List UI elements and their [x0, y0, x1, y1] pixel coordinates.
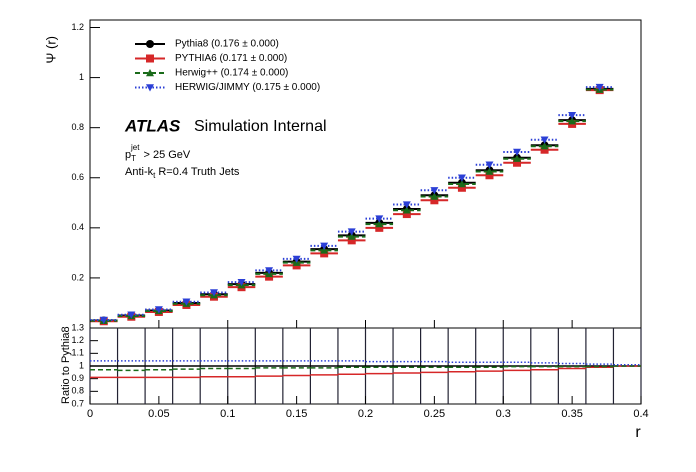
marker	[320, 246, 329, 254]
y-tick-label: 1	[79, 360, 84, 370]
x-tick-label: 0.35	[561, 408, 582, 420]
marker	[595, 83, 604, 92]
marker	[568, 111, 577, 120]
marker	[485, 171, 494, 180]
marker	[99, 316, 108, 324]
legend-marker	[146, 69, 154, 77]
y-tick-label: 0.8	[71, 122, 84, 132]
marker	[513, 158, 522, 167]
x-tick-label: 0	[87, 408, 93, 420]
marker	[430, 196, 439, 205]
marker	[402, 206, 411, 214]
marker	[540, 142, 549, 150]
algo-rest: R=0.4 Truth Jets	[158, 166, 240, 178]
marker	[540, 145, 549, 154]
marker	[347, 232, 356, 240]
y-tick-label: 0.6	[71, 172, 84, 182]
marker	[154, 306, 163, 314]
algo-sub: t	[153, 171, 156, 180]
legend-label: Pythia8 (0.176 ± 0.000)	[175, 39, 279, 50]
marker	[375, 215, 384, 223]
x-tick-label: 0.4	[633, 408, 648, 420]
legend-marker	[146, 40, 154, 48]
legend-label: HERWIG/JIMMY (0.175 ± 0.000)	[175, 82, 320, 93]
marker	[347, 236, 356, 245]
marker	[430, 192, 439, 200]
y-tick-label: 0.2	[71, 272, 84, 282]
marker	[182, 298, 191, 306]
marker	[457, 174, 466, 182]
status-label: Simulation Internal	[194, 118, 327, 135]
marker	[457, 180, 466, 188]
marker	[209, 289, 218, 297]
marker	[485, 167, 494, 175]
x-tick-label: 0.25	[424, 408, 445, 420]
marker	[402, 201, 411, 209]
marker	[568, 117, 577, 125]
y-tick-label: 1.2	[71, 22, 84, 32]
legend-marker	[146, 84, 154, 92]
ratio-axis-label: Ratio to Pythia8	[60, 326, 72, 404]
marker	[375, 223, 384, 232]
pt-rest: > 25 GeV	[143, 149, 190, 161]
algo-label: Anti-kt R=0.4 Truth Jets	[125, 166, 240, 180]
marker	[540, 136, 549, 144]
marker	[513, 148, 522, 156]
pt-cut: pTjet> 25 GeV	[125, 143, 191, 163]
y-tick-label: 0.7	[71, 398, 84, 408]
legend-label: Herwig++ (0.174 ± 0.000)	[175, 68, 288, 79]
x-axis-label: r	[635, 424, 641, 441]
y-tick-label: 0.4	[71, 222, 84, 232]
x-tick-label: 0.2	[358, 408, 373, 420]
marker	[485, 161, 494, 169]
y-axis-label: Ψ (r)	[43, 36, 58, 63]
y-tick-label: 1.3	[71, 322, 84, 332]
y-tick-label: 1.2	[71, 335, 84, 345]
pt-sup: jet	[130, 143, 140, 152]
x-tick-label: 0.15	[286, 408, 307, 420]
marker	[320, 242, 329, 250]
algo-base: Anti-k	[125, 166, 154, 178]
atlas-label: ATLAS	[124, 116, 181, 135]
marker	[237, 278, 246, 287]
marker	[457, 183, 466, 192]
marker	[430, 187, 439, 195]
pt-sub: T	[131, 154, 136, 163]
marker	[513, 154, 522, 162]
marker	[127, 311, 136, 319]
y-tick-label: 0.9	[71, 373, 84, 383]
x-tick-label: 0.05	[148, 408, 169, 420]
legend-label: PYTHIA6 (0.171 ± 0.000)	[175, 53, 287, 64]
y-tick-label: 0.8	[71, 386, 84, 396]
x-tick-label: 0.3	[496, 408, 511, 420]
x-tick-label: 0.1	[220, 408, 235, 420]
marker	[292, 255, 301, 263]
marker	[265, 267, 274, 275]
legend-marker	[146, 54, 154, 63]
marker	[402, 210, 411, 219]
marker	[347, 228, 356, 236]
marker	[375, 220, 384, 228]
y-tick-label: 1	[79, 72, 84, 82]
y-tick-label: 1.1	[71, 348, 84, 358]
pt-base: p	[125, 149, 131, 161]
